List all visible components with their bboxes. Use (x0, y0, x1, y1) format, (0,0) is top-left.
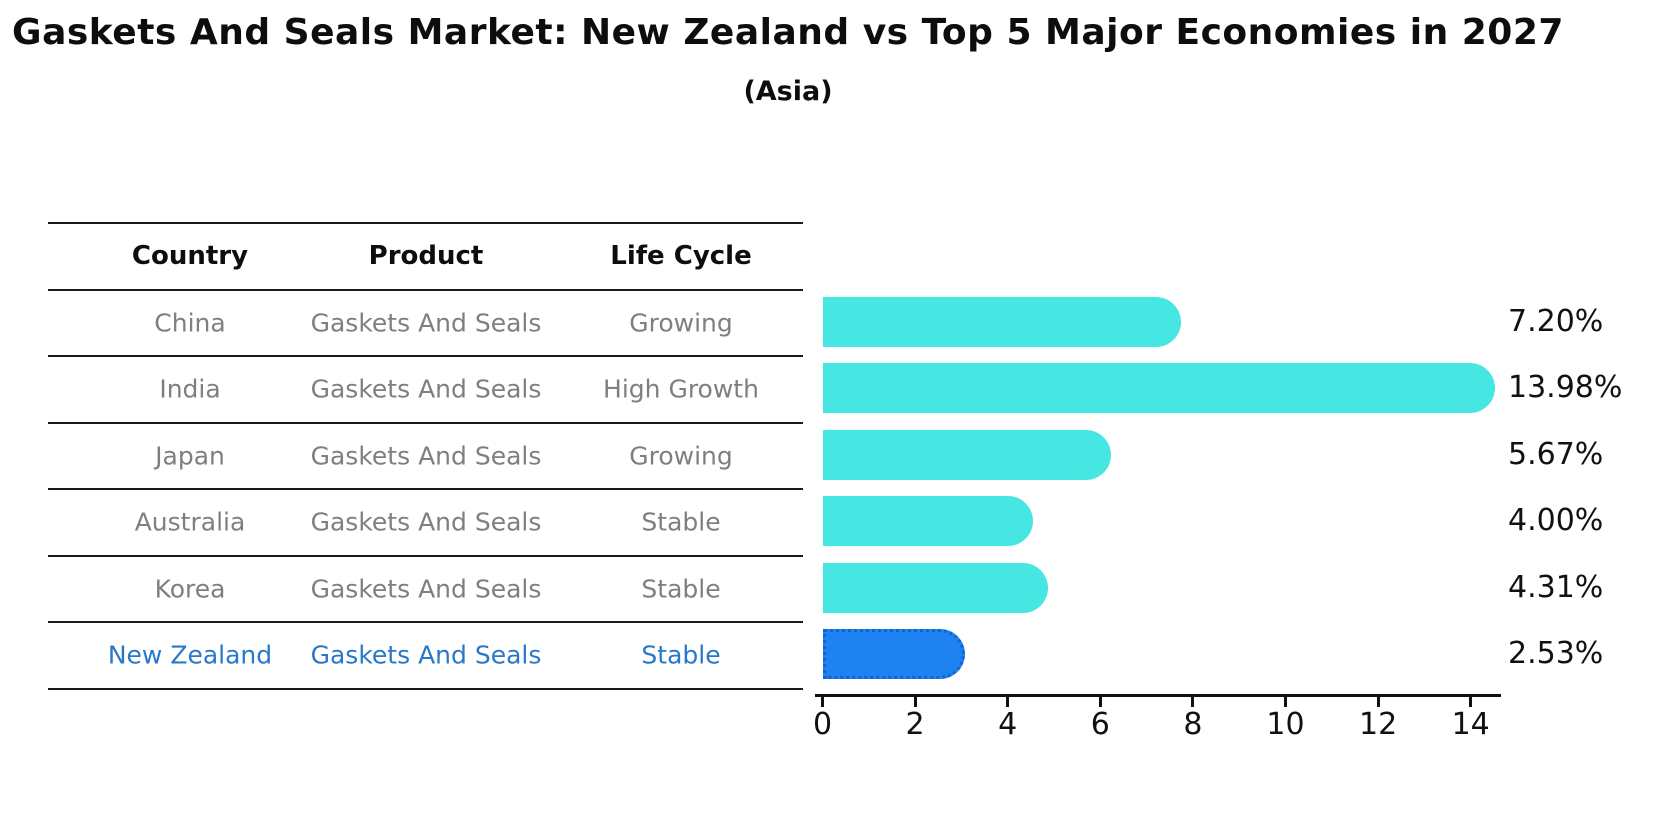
bar-japan (822, 429, 1111, 480)
table-row: Korea Gaskets And Seals Stable (48, 557, 803, 623)
x-axis-tick (1469, 697, 1473, 707)
value-label: 4.31% (1508, 569, 1604, 605)
value-label: 4.00% (1508, 503, 1604, 539)
country-cell: Australia (134, 507, 246, 537)
column-header-product: Product (368, 241, 484, 272)
life-cycle-cell: Stable (641, 640, 721, 670)
product-cell: Gaskets And Seals (310, 574, 542, 604)
bar-korea (822, 562, 1048, 613)
column-header-country: Country (131, 241, 249, 272)
x-axis-tick-label: 2 (905, 707, 925, 742)
x-axis-tick-label: 0 (812, 707, 833, 742)
value-label: 7.20% (1508, 303, 1604, 339)
value-label: 13.98% (1508, 370, 1623, 406)
x-axis-tick (1376, 697, 1380, 707)
x-axis-tick-label: 14 (1451, 707, 1490, 742)
x-axis-tick (821, 697, 824, 707)
table-row: India Gaskets And Seals High Growth (48, 357, 803, 424)
country-table: Country Product Life Cycle China Gaskets… (48, 222, 803, 690)
x-axis-tick-label: 6 (1090, 707, 1110, 742)
table-row: Australia Gaskets And Seals Stable (48, 490, 803, 557)
x-axis-tick (1006, 697, 1010, 707)
product-cell: Gaskets And Seals (310, 441, 542, 471)
life-cycle-cell: Stable (641, 574, 721, 604)
product-cell: Gaskets And Seals (310, 374, 542, 404)
table-header-row: Country Product Life Cycle (48, 224, 803, 291)
bar-australia (822, 496, 1033, 547)
bar-india (822, 363, 1495, 414)
table-row: Japan Gaskets And Seals Growing (48, 424, 803, 490)
chart-title: Gaskets And Seals Market: New Zealand vs… (12, 12, 1564, 53)
life-cycle-cell: Growing (629, 308, 733, 338)
value-label: 2.53% (1508, 636, 1604, 672)
country-cell: Korea (154, 574, 226, 604)
life-cycle-cell: High Growth (603, 374, 759, 404)
chart-subtitle: (Asia) (743, 76, 833, 107)
x-axis-tick-label: 8 (1183, 707, 1203, 742)
product-cell: Gaskets And Seals (310, 507, 542, 537)
bar-china (822, 296, 1181, 347)
x-axis-tick (1191, 697, 1195, 707)
x-axis-tick-label: 10 (1266, 707, 1305, 742)
table-row: China Gaskets And Seals Growing (48, 291, 803, 357)
country-cell: New Zealand (107, 640, 273, 670)
product-cell: Gaskets And Seals (310, 308, 542, 338)
country-cell: India (159, 374, 221, 404)
country-cell: China (154, 308, 226, 338)
product-cell: Gaskets And Seals (310, 640, 542, 670)
column-header-life-cycle: Life Cycle (610, 241, 752, 272)
value-label: 5.67% (1508, 436, 1604, 472)
table-row-highlighted: New Zealand Gaskets And Seals Stable (48, 623, 803, 690)
x-axis-tick (1284, 697, 1287, 707)
x-axis-tick-label: 12 (1359, 707, 1398, 742)
country-cell: Japan (155, 441, 225, 471)
x-axis-tick (913, 697, 917, 707)
bar-new-zealand (822, 629, 965, 680)
life-cycle-cell: Stable (641, 507, 721, 537)
x-axis-tick-label: 4 (998, 707, 1018, 742)
x-axis-tick (1098, 697, 1102, 707)
x-axis-line (815, 694, 1501, 697)
life-cycle-cell: Growing (629, 441, 733, 471)
